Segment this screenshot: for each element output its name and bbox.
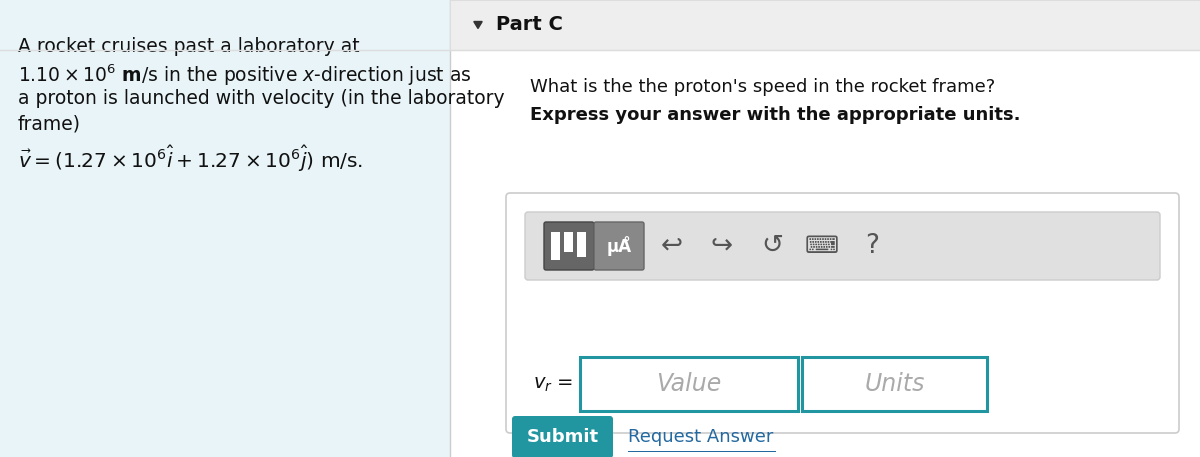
- Text: ⌨: ⌨: [805, 234, 839, 258]
- Text: Value: Value: [656, 372, 721, 396]
- Text: Submit: Submit: [527, 428, 599, 446]
- Text: $v_r$ =: $v_r$ =: [533, 374, 574, 393]
- Text: What is the the proton's speed in the rocket frame?: What is the the proton's speed in the ro…: [530, 78, 995, 96]
- FancyBboxPatch shape: [544, 222, 594, 270]
- FancyBboxPatch shape: [512, 416, 613, 457]
- Bar: [551, 232, 560, 260]
- Text: μÅ: μÅ: [606, 236, 631, 256]
- FancyBboxPatch shape: [526, 212, 1160, 280]
- Text: $\vec{v} = (1.27 \times 10^6\hat{i} + 1.27 \times 10^6\hat{j})$ m/s.: $\vec{v} = (1.27 \times 10^6\hat{i} + 1.…: [18, 144, 364, 174]
- Text: Express your answer with the appropriate units.: Express your answer with the appropriate…: [530, 106, 1020, 124]
- Polygon shape: [474, 21, 482, 28]
- Text: Request Answer: Request Answer: [628, 428, 773, 446]
- FancyBboxPatch shape: [0, 0, 450, 457]
- Text: $1.10 \times 10^6$ $\mathbf{m}$/s in the positive $x$-direction just as: $1.10 \times 10^6$ $\mathbf{m}$/s in the…: [18, 62, 472, 87]
- Text: a proton is launched with velocity (in the laboratory: a proton is launched with velocity (in t…: [18, 89, 505, 108]
- Text: Part C: Part C: [496, 16, 563, 34]
- Bar: [577, 232, 586, 257]
- Text: A rocket cruises past a laboratory at: A rocket cruises past a laboratory at: [18, 37, 360, 56]
- Text: ↪: ↪: [710, 233, 733, 259]
- Text: Units: Units: [864, 372, 925, 396]
- Text: ↺: ↺: [761, 233, 784, 259]
- Text: frame): frame): [18, 114, 82, 133]
- Text: ?: ?: [865, 233, 878, 259]
- FancyBboxPatch shape: [594, 222, 644, 270]
- FancyBboxPatch shape: [580, 357, 798, 411]
- FancyBboxPatch shape: [802, 357, 986, 411]
- Bar: [628, 451, 776, 452]
- FancyBboxPatch shape: [450, 0, 1200, 50]
- Text: ↩: ↩: [661, 233, 683, 259]
- FancyBboxPatch shape: [506, 193, 1178, 433]
- Bar: [564, 232, 574, 252]
